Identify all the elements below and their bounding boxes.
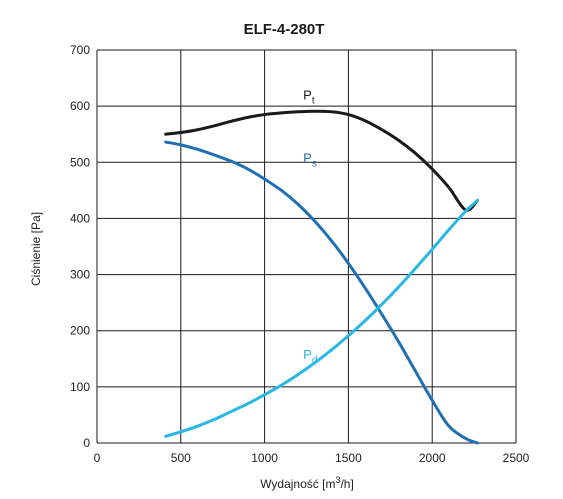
y-tick-label: 600 — [70, 99, 90, 113]
tick-labels: 0 500 1000 1500 2000 2500 0 100 200 300 400 500 600 7… — [70, 43, 530, 465]
y-tick-label: 300 — [70, 268, 90, 282]
series-label-ps: Ps — [303, 150, 317, 169]
x-tick-label: 0 — [94, 451, 101, 465]
y-tick-label: 400 — [70, 211, 90, 225]
x-tick-label: 1500 — [335, 451, 362, 465]
series-lines — [164, 109, 479, 445]
series-line-pt — [164, 109, 479, 212]
x-tick-label: 1000 — [251, 451, 278, 465]
series-labels: Pt Ps Pd — [303, 87, 317, 365]
y-tick-label: 200 — [70, 324, 90, 338]
chart-title: ELF-4-280T — [244, 21, 325, 38]
y-axis-label: Ciśnienie [Pa] — [29, 212, 43, 286]
x-tick-label: 500 — [171, 451, 191, 465]
series-line-ps — [164, 140, 479, 445]
x-tick-label: 2500 — [503, 451, 530, 465]
series-line-pd — [164, 198, 479, 438]
x-tick-label: 2000 — [419, 451, 446, 465]
series-label-pt: Pt — [303, 87, 315, 106]
x-axis-label: Wydajność [m3/h] — [260, 475, 354, 491]
y-tick-label: 700 — [70, 43, 90, 57]
y-tick-label: 100 — [70, 380, 90, 394]
series-label-pd: Pd — [303, 347, 317, 366]
y-tick-label: 0 — [83, 436, 90, 450]
y-tick-label: 500 — [70, 155, 90, 169]
grid — [96, 49, 517, 444]
